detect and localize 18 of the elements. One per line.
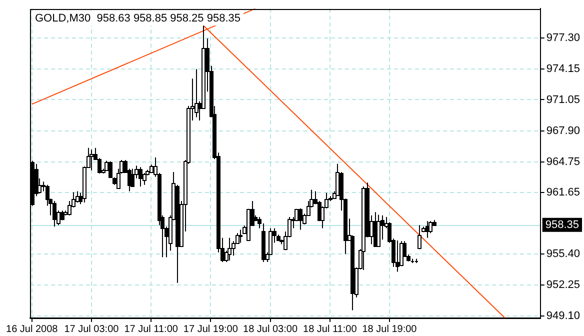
chart-title: GOLD,M30 958.63 958.85 958.25 958.35 bbox=[35, 12, 240, 25]
x-tick-label: 17 Jul 19:00 bbox=[183, 324, 238, 335]
y-tick-label: 952.25 bbox=[546, 279, 580, 292]
x-tick-label: 18 Jul 03:00 bbox=[243, 324, 298, 335]
x-tick-label: 17 Jul 11:00 bbox=[124, 324, 178, 335]
y-tick-label: 971.05 bbox=[546, 94, 580, 106]
y-tick-label: 967.90 bbox=[546, 124, 580, 137]
x-tick-label: 18 Jul 11:00 bbox=[303, 324, 358, 335]
x-tick-label: 17 Jul 03:00 bbox=[64, 324, 120, 335]
x-tick-label: 16 Jul 2008 bbox=[6, 324, 58, 335]
y-tick-label: 949.10 bbox=[546, 310, 580, 322]
y-tick-label: 964.75 bbox=[546, 156, 580, 168]
y-tick-label: 974.15 bbox=[546, 63, 580, 76]
y-tick-label: 961.65 bbox=[546, 186, 580, 198]
y-tick-label: 977.30 bbox=[546, 32, 580, 44]
y-tick-label: 955.40 bbox=[546, 248, 580, 260]
x-tick-label: 18 Jul 19:00 bbox=[362, 324, 418, 335]
ref-line-label: 958.35 bbox=[545, 218, 580, 231]
